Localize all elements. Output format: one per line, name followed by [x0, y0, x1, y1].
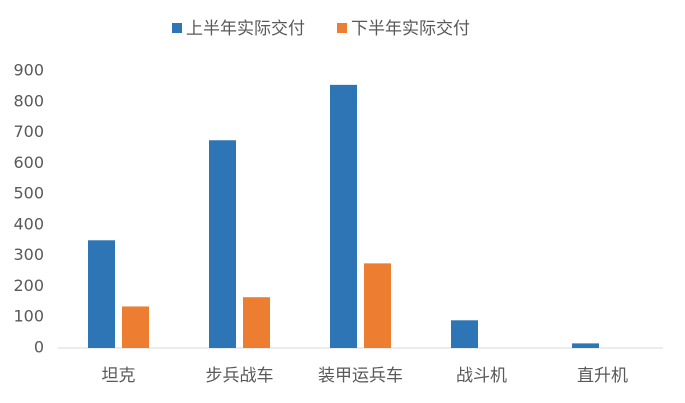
bar [209, 140, 236, 348]
legend-swatch [172, 23, 182, 33]
bar [122, 306, 149, 348]
bar [88, 240, 115, 348]
legend-label: 上半年实际交付 [186, 19, 305, 39]
bar [243, 297, 270, 348]
bar [330, 84, 357, 348]
x-tick-label: 坦克 [102, 366, 136, 386]
x-tick-label: 战斗机 [456, 366, 507, 386]
y-tick-label: 500 [13, 184, 44, 203]
y-tick-label: 200 [13, 276, 44, 295]
x-tick-label: 直升机 [577, 366, 628, 386]
y-tick-label: 800 [13, 91, 44, 110]
y-tick-label: 900 [13, 61, 44, 80]
y-tick-label: 0 [34, 338, 44, 357]
y-tick-label: 700 [13, 122, 44, 141]
legend-swatch [337, 23, 347, 33]
bar [451, 320, 478, 348]
x-tick-label: 步兵战车 [206, 366, 274, 386]
y-tick-label: 300 [13, 245, 44, 264]
x-tick-label: 装甲运兵车 [318, 366, 403, 386]
y-tick-label: 400 [13, 214, 44, 233]
bar [364, 263, 391, 348]
y-tick-label: 600 [13, 153, 44, 172]
legend-label: 下半年实际交付 [351, 19, 470, 39]
bar [572, 343, 599, 348]
y-tick-label: 100 [13, 307, 44, 326]
